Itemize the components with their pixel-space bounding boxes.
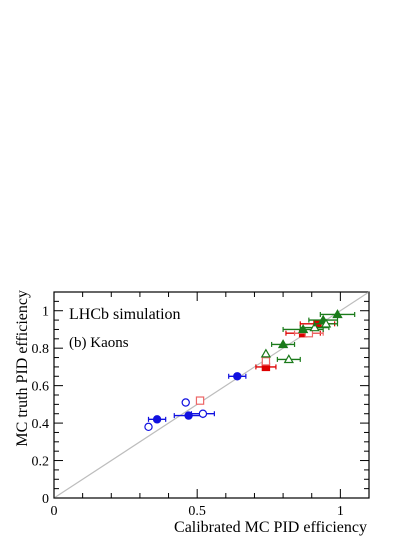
x-tick-label: 0 <box>51 504 58 519</box>
x-axis-label: Calibrated MC PID efficiency <box>174 519 367 536</box>
data-point-triangle <box>277 339 289 349</box>
y-axis-label: MC truth PID efficiency <box>14 290 31 447</box>
data-point-circle <box>233 372 242 381</box>
data-point-triangle <box>309 322 320 332</box>
data-point-circle <box>144 422 153 432</box>
annotation-lhcb: LHCb simulation <box>69 306 181 323</box>
y-tick-label: 0.4 <box>32 417 50 432</box>
annotation-panel: (b) Kaons <box>69 335 129 351</box>
y-tick-label: 0 <box>42 492 49 507</box>
data-point-triangle <box>283 354 294 364</box>
axis-ticks: 0 0.5 1 0 0.2 0.4 0.6 0.8 1 <box>32 292 370 519</box>
data-point-triangle <box>332 309 343 319</box>
y-tick-label: 0.8 <box>32 342 50 357</box>
y-tick-label: 1 <box>42 305 49 320</box>
y-tick-label: 0.6 <box>32 380 50 395</box>
data-point-circle <box>184 411 193 420</box>
data-point-square <box>195 396 205 405</box>
data-point-square <box>261 357 271 366</box>
data-markers <box>144 309 356 432</box>
data-point-circle <box>181 398 190 407</box>
x-tick-label: 1 <box>337 504 344 519</box>
y-tick-label: 0.2 <box>32 455 50 470</box>
data-point-circle <box>152 415 162 424</box>
data-point-triangle <box>320 318 332 328</box>
x-tick-label: 0.5 <box>188 504 206 519</box>
data-point-triangle <box>260 348 272 358</box>
data-point-triangle <box>297 324 309 334</box>
data-point-circle <box>198 409 208 418</box>
